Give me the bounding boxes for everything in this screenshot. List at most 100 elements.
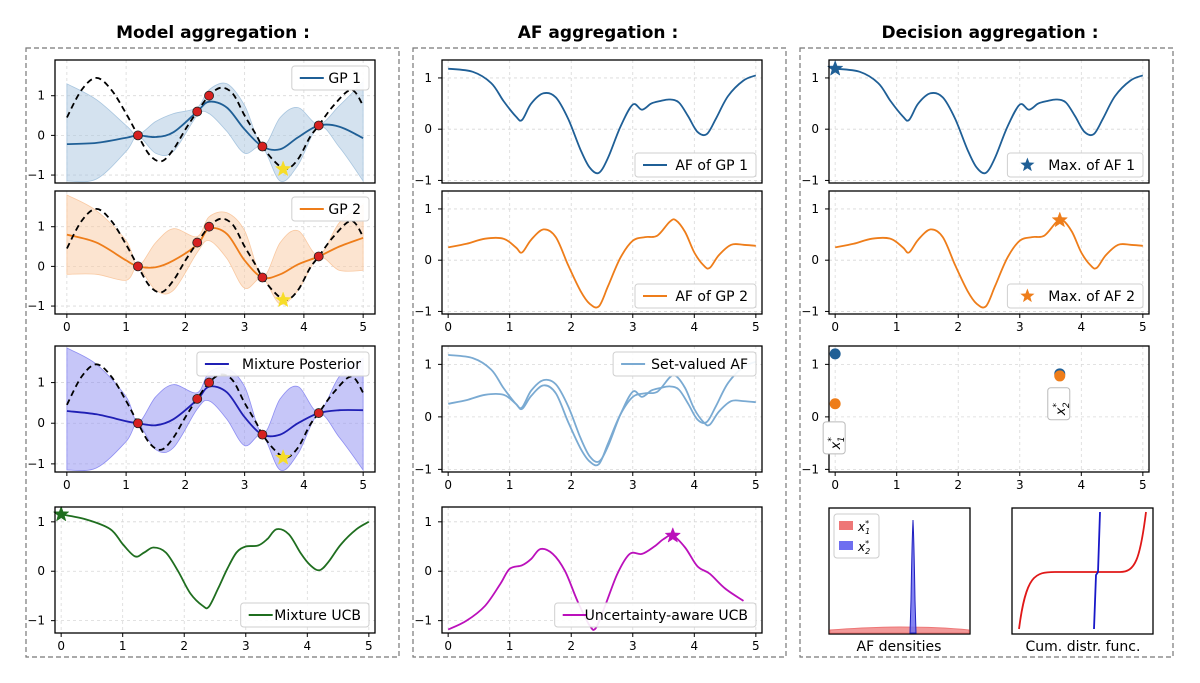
legend-label: AF of GP 1 [675, 158, 748, 174]
x-tick-label: 5 [365, 639, 373, 653]
chart-dec1: −1 0 1 Max. of AF 1 [801, 59, 1150, 187]
x-tick-label: 5 [1139, 320, 1147, 334]
y-tick-label: 0 [37, 259, 45, 273]
column-title-af: AF aggregation : [518, 23, 679, 43]
x-tick-label: 4 [1077, 320, 1085, 334]
y-tick-label: 1 [424, 71, 432, 85]
series-line [448, 218, 756, 309]
cdf-x1-line [1018, 511, 1147, 630]
x-tick-label: 0 [444, 639, 452, 653]
cdf-inset: Cum. distr. func. [1011, 507, 1154, 655]
column-title-decision: Decision aggregation : [881, 23, 1098, 43]
x-tick-label: 2 [954, 320, 962, 334]
x-tick-label: 4 [300, 478, 308, 492]
data-point [829, 398, 841, 410]
annotation-box [822, 421, 846, 455]
cdf-x2-line [1093, 511, 1101, 630]
plot-background [829, 346, 1149, 472]
y-tick-label: 0 [37, 416, 45, 430]
series-line [61, 513, 370, 610]
x-tick-label: 3 [241, 320, 249, 334]
legend-label: Mixture Posterior [242, 357, 361, 373]
chart-mix: −1 0 1 0 1 2 3 4 5 Mixture Posterior [27, 345, 376, 492]
y-tick-label: 1 [424, 515, 432, 529]
data-point [257, 429, 268, 440]
data-point [133, 418, 143, 429]
chart-af1: −1 0 1 AF of GP 1 [414, 59, 763, 187]
x-tick-label: 0 [57, 639, 65, 653]
plot-frame [828, 59, 1150, 184]
x-tick-label: 4 [1077, 478, 1085, 492]
x-tick-label: 5 [752, 320, 760, 334]
legend-box [196, 351, 370, 377]
x-tick-label: 0 [444, 320, 452, 334]
y-tick-label: 1 [37, 89, 45, 103]
x-tick-label: 4 [303, 639, 311, 653]
y-tick-label: 1 [37, 376, 45, 390]
series-line [66, 227, 364, 280]
y-tick-label: −1 [414, 462, 432, 476]
data-point [192, 106, 203, 117]
density-legend-box [833, 513, 880, 559]
series-line [835, 218, 1143, 309]
x-tick-label: 5 [752, 639, 760, 653]
confidence-band [66, 80, 364, 183]
legend-star-swatch [1020, 288, 1035, 303]
x-tick-label: 0 [444, 478, 452, 492]
y-tick-label: 0 [811, 122, 819, 136]
x-tick-label: 2 [567, 639, 575, 653]
series-line [66, 385, 364, 438]
true-function-line [66, 207, 364, 301]
legend-label: Max. of AF 2 [1048, 289, 1135, 305]
legend-box [634, 152, 757, 178]
legend-label: Max. of AF 1 [1048, 158, 1135, 174]
cdf-frame [1011, 507, 1154, 635]
data-point [192, 237, 203, 248]
group-frame-model [25, 47, 400, 658]
legend-label: Mixture UCB [274, 608, 361, 624]
data-point [1054, 370, 1066, 382]
group-frame-af [412, 47, 787, 658]
series-line [447, 374, 756, 467]
x-tick-label: 0 [63, 320, 71, 334]
plot-area [66, 76, 364, 183]
x-tick-label: 1 [506, 639, 514, 653]
series-line [447, 534, 745, 631]
plot-area [61, 513, 370, 610]
x-tick-label: 1 [122, 478, 130, 492]
legend-box [1006, 152, 1144, 178]
y-tick-label: 1 [37, 515, 45, 529]
annotation-box [1047, 387, 1071, 421]
chart-set_af: −1 0 1 0 1 2 3 4 5 Set-valued AF [414, 345, 763, 492]
data-point [133, 261, 143, 272]
density-legend-label-x2: x* 2 [857, 539, 870, 556]
x-tick-label: 3 [1016, 320, 1024, 334]
y-tick-label: 1 [811, 357, 819, 371]
legend-box [612, 351, 757, 377]
x-tick-label: 1 [893, 478, 901, 492]
legend-box [291, 196, 370, 222]
x-tick-label: 2 [567, 320, 575, 334]
y-tick-label: 1 [37, 220, 45, 234]
chart-af2: −1 0 1 0 1 2 3 4 5 AF of GP 2 [414, 190, 763, 334]
plot-frame [441, 190, 763, 315]
series-line [835, 67, 1144, 175]
data-point [257, 272, 268, 283]
star-marker [274, 291, 292, 308]
density-legend-swatch-x1 [839, 521, 853, 530]
y-tick-label: −1 [27, 614, 45, 628]
plot-frame [54, 506, 376, 634]
x-tick-label: 3 [629, 639, 637, 653]
x-tick-label: 3 [242, 639, 250, 653]
legend-box [634, 283, 757, 309]
x-tick-label: 5 [359, 320, 367, 334]
y-tick-label: 1 [811, 202, 819, 216]
x-tick-label: 3 [241, 478, 249, 492]
legend-box [554, 602, 757, 628]
annotation-label: x*2 [1047, 387, 1072, 421]
confidence-band [66, 194, 364, 305]
star-marker [274, 160, 292, 177]
plot-frame [828, 345, 1150, 473]
x-tick-label: 1 [506, 320, 514, 334]
column-title-model: Model aggregation : [116, 23, 310, 43]
